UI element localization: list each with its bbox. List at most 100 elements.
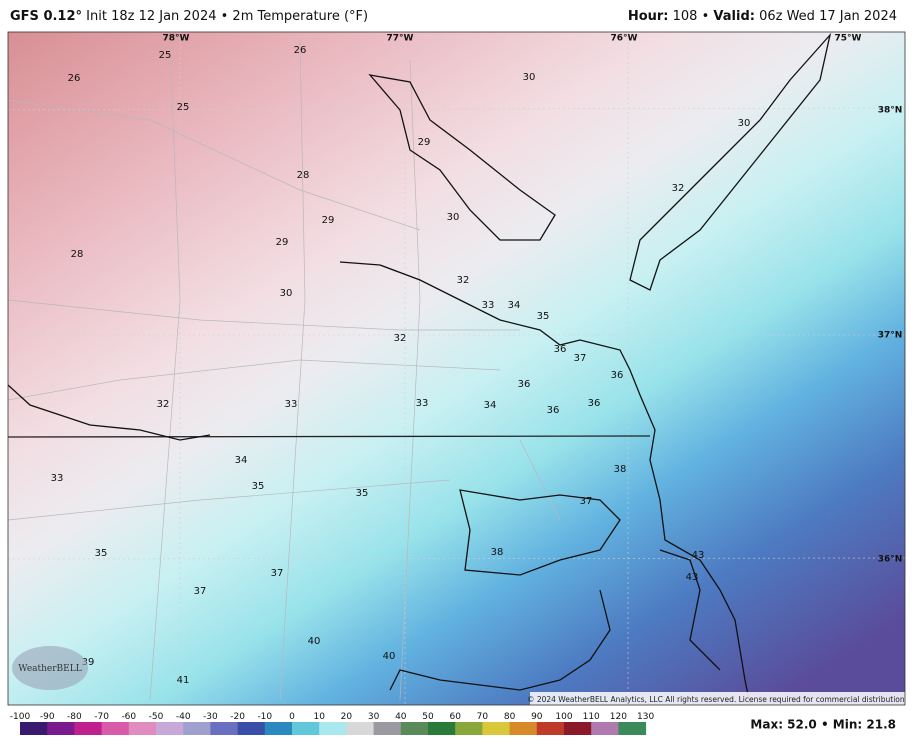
temperature-label: 35 (95, 548, 108, 559)
colorbar-segment (428, 722, 456, 735)
header-left: GFS 0.12° Init 18z 12 Jan 2024 • 2m Temp… (10, 9, 368, 24)
colorbar-tick-label: -80 (67, 712, 82, 722)
colorbar-segment (128, 722, 157, 735)
temperature-label: 32 (394, 333, 407, 344)
temperature-label: 29 (418, 137, 431, 148)
temperature-label: 37 (574, 353, 587, 364)
temperature-label: 33 (482, 300, 495, 311)
temperature-label: 33 (285, 399, 298, 410)
colorbar-tick-label: -100 (10, 712, 31, 722)
colorbar-segment (319, 722, 347, 735)
colorbar-segment (509, 722, 538, 735)
coastline (8, 32, 832, 705)
temperature-label: 32 (672, 183, 685, 194)
longitude-label: 76°W (611, 34, 638, 44)
temperature-label: 35 (356, 488, 369, 499)
colorbar-segment (564, 722, 592, 735)
temperature-label: 26 (294, 45, 307, 56)
temperature-label: 32 (457, 275, 470, 286)
temperature-label: 29 (276, 237, 289, 248)
temperature-label: 30 (738, 118, 751, 129)
colorbar-tick-label: 130 (637, 712, 654, 722)
colorbar-tick-label: -50 (149, 712, 164, 722)
colorbar-segment (237, 722, 266, 735)
temperature-label: 39 (82, 657, 95, 668)
logo-text: WeatherBELL (18, 664, 81, 674)
temperature-label: 26 (68, 73, 81, 84)
temperature-label: 43 (692, 550, 705, 561)
longitude-label: 78°W (163, 34, 190, 44)
temperature-label: 35 (537, 311, 550, 322)
temperature-labels: 25 26 26 25 30 29 30 28 32 29 30 29 28 30 32 33 34 35 32 36… (51, 34, 903, 687)
temperature-label: 36 (554, 344, 567, 355)
temperature-label: 36 (547, 405, 560, 416)
colorbar-tick-label: 50 (422, 712, 434, 722)
colorbar-tick-label: 30 (368, 712, 380, 722)
max-min: Max: 52.0 • Min: 21.8 (750, 718, 896, 732)
temperature-label: 40 (308, 636, 321, 647)
colorbar-tick-label: 80 (504, 712, 516, 722)
colorbar-segment (400, 722, 429, 735)
hour-value: 108 • (672, 9, 710, 24)
temperature-label: 28 (297, 170, 310, 181)
colorbar-segment (536, 722, 565, 735)
temperature-label: 38 (491, 547, 504, 558)
colorbar-tick-label: 10 (313, 712, 325, 722)
colorbar-segment (292, 722, 320, 735)
colorbar-segment (183, 722, 211, 735)
temperature-label: 36 (588, 398, 601, 409)
colorbar-segment (591, 722, 619, 735)
temperature-label: 34 (484, 400, 497, 411)
temperature-label: 36 (611, 370, 624, 381)
map-frame (7, 31, 906, 706)
run-info: Init 18z 12 Jan 2024 • 2m Temperature (°… (86, 9, 369, 24)
colorbar-segment (47, 722, 75, 735)
colorbar-tick-label: 90 (531, 712, 543, 722)
temperature-field (8, 32, 905, 705)
temperature-label: 35 (252, 481, 265, 492)
latitude-label: 38°N (878, 106, 903, 116)
copyright: © 2024 WeatherBELL Analytics, LLC All ri… (527, 695, 907, 704)
temperature-label: 29 (322, 215, 335, 226)
temperature-label: 33 (51, 473, 64, 484)
colorbar-tick-label: -40 (176, 712, 191, 722)
temperature-label: 41 (177, 675, 190, 686)
colorbar-tick-label: -20 (230, 712, 245, 722)
colorbar-tick-label: -30 (203, 712, 218, 722)
colorbar-tick-label: 20 (341, 712, 353, 722)
county-lines (8, 39, 561, 701)
colorbar-segment (618, 722, 647, 735)
colorbar-tick-label: -90 (40, 712, 55, 722)
colorbar-tick-label: 70 (477, 712, 489, 722)
temperature-label: 37 (580, 496, 593, 507)
colorbar: -100 -90 -80 -70 -60 -50 -40 -30 -20 -10 0 10 20 30 40… (10, 712, 654, 735)
copyright-bg (530, 692, 905, 705)
colorbar-segment (346, 722, 375, 735)
header-right: Hour: 108 • Valid: 06z Wed 17 Jan 2024 (628, 9, 897, 24)
temperature-label: 30 (447, 212, 460, 223)
colorbar-tick-label: 100 (555, 712, 572, 722)
colorbar-tick-label: -70 (94, 712, 109, 722)
colorbar-segment (455, 722, 483, 735)
temperature-label: 30 (280, 288, 293, 299)
temperature-label: 37 (194, 586, 207, 597)
temperature-label: 30 (523, 72, 536, 83)
hour-label: Hour: (627, 9, 669, 24)
temperature-label: 36 (518, 379, 531, 390)
state-border (8, 435, 651, 438)
colorbar-tick-label: -60 (121, 712, 136, 722)
colorbar-segment (264, 722, 293, 735)
colorbar-segment (482, 722, 511, 735)
colorbar-segment (373, 722, 402, 735)
temperature-label: 32 (157, 399, 170, 410)
temperature-label: 40 (383, 651, 396, 662)
graticule (8, 32, 905, 705)
colorbar-tick-label: -10 (257, 712, 272, 722)
colorbar-segment (210, 722, 239, 735)
temperature-label: 28 (71, 249, 84, 260)
colorbar-tick-label: 110 (583, 712, 600, 722)
colorbar-segment (101, 722, 130, 735)
temperature-label: 37 (271, 568, 284, 579)
